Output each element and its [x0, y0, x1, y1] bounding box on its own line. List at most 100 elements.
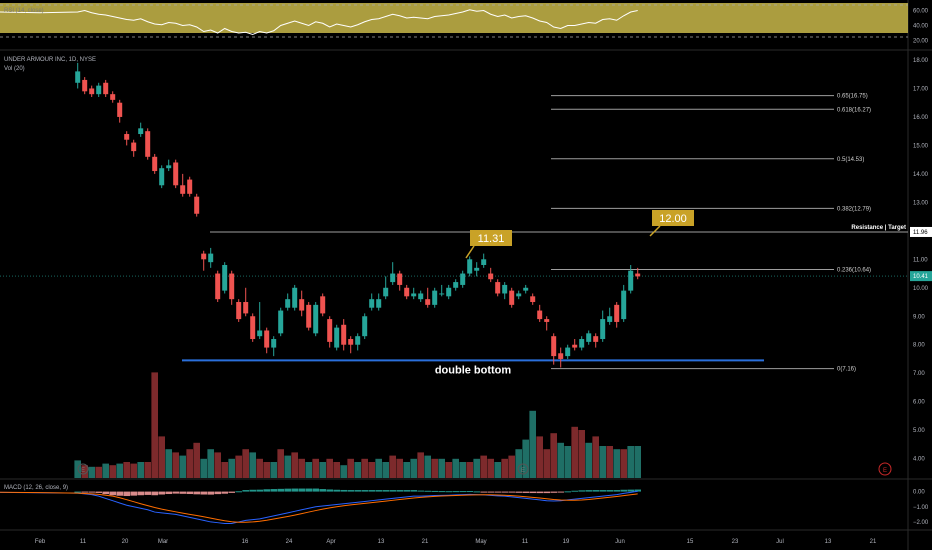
- candle-body: [383, 287, 389, 297]
- price-tick-label: 13.00: [913, 200, 929, 206]
- volume-bar: [256, 458, 263, 478]
- volume-bar: [585, 442, 592, 478]
- volume-bar: [529, 410, 536, 478]
- price-tick-label: 11.00: [913, 257, 928, 263]
- volume-bar: [179, 455, 186, 478]
- macd-hist-bar: [445, 491, 452, 493]
- time-tick-label: 16: [242, 539, 249, 545]
- macd-hist-bar: [235, 491, 242, 493]
- volume-bar: [627, 446, 634, 478]
- volume-bar: [536, 436, 543, 478]
- volume-bar: [193, 442, 200, 478]
- volume-bar: [326, 458, 333, 478]
- candle-body: [600, 319, 606, 340]
- volume-bar: [242, 449, 249, 478]
- candle-body: [362, 316, 368, 337]
- volume-bar: [354, 462, 361, 478]
- macd-hist-bar: [333, 489, 340, 492]
- time-tick-label: May: [475, 539, 486, 545]
- macd-pane: MACD (12, 26, close, 9) 0.00 −1.00 −2.00: [0, 485, 929, 526]
- macd-tick-label: 0.00: [913, 490, 925, 496]
- volume-bar: [207, 449, 214, 478]
- volume-bar: [606, 446, 613, 478]
- price-tick-label: 18.00: [913, 58, 929, 64]
- volume-bar: [95, 466, 102, 478]
- rsi-tick-label: 60.00: [913, 9, 929, 15]
- volume-bar: [158, 436, 165, 478]
- macd-hist-bar: [221, 491, 228, 494]
- volume-bar: [424, 455, 431, 478]
- volume-bar: [333, 462, 340, 478]
- volume-bar: [319, 462, 326, 478]
- volume-bar: [277, 449, 284, 478]
- volume-bars: [74, 372, 641, 478]
- price-badge: [910, 271, 932, 282]
- candle-body: [635, 273, 641, 277]
- candle-body: [579, 339, 585, 348]
- price-badge: [910, 226, 932, 237]
- macd-hist-bar: [529, 491, 536, 494]
- volume-bar: [515, 449, 522, 478]
- fib-label: 0.5(14.53): [837, 157, 864, 163]
- macd-hist-bar: [214, 491, 221, 495]
- volume-bar: [382, 462, 389, 478]
- volume-bar: [109, 465, 116, 478]
- macd-hist-bar: [193, 491, 200, 495]
- callout-1131[interactable]: 11.31: [465, 230, 512, 259]
- rsi-line: [0, 9, 638, 36]
- macd-hist-bar: [508, 491, 515, 493]
- macd-tick-label: −2.00: [913, 520, 929, 526]
- macd-hist-bar: [305, 488, 312, 492]
- volume-bar: [508, 455, 515, 478]
- macd-title: MACD (12, 26, close, 9): [4, 485, 68, 491]
- symbol-title: UNDER ARMOUR INC, 1D, NYSE: [4, 57, 96, 63]
- macd-hist-bar: [263, 489, 270, 492]
- candle-body: [467, 259, 473, 274]
- volume-bar: [634, 446, 641, 478]
- callout-1200[interactable]: 12.00: [649, 210, 694, 237]
- macd-hist-bar: [543, 491, 550, 494]
- candle-body: [558, 353, 564, 359]
- signal-line: [0, 491, 638, 523]
- volume-bar: [228, 458, 235, 478]
- candle-body: [516, 293, 522, 297]
- volume-bar: [431, 458, 438, 478]
- candle-body: [474, 267, 480, 271]
- time-tick-label: 21: [422, 539, 429, 545]
- earnings-icon-1[interactable]: E: [77, 463, 89, 475]
- macd-hist-bar: [452, 491, 459, 493]
- candle-body: [152, 156, 158, 172]
- volume-bar: [270, 462, 277, 478]
- volume-bar: [249, 452, 256, 478]
- volume-bar: [186, 449, 193, 478]
- earnings-icon-2[interactable]: E: [517, 463, 529, 475]
- volume-bar: [361, 458, 368, 478]
- macd-hist-bar: [431, 490, 438, 492]
- candle-body: [320, 296, 326, 314]
- candle-body: [411, 293, 417, 297]
- macd-hist-bar: [319, 489, 326, 492]
- candle-body: [460, 273, 466, 285]
- candle-body: [215, 273, 221, 300]
- macd-hist-bar: [466, 491, 473, 493]
- time-tick-label: 11: [522, 539, 529, 545]
- candle-body: [621, 290, 627, 320]
- candle-body: [264, 330, 270, 348]
- macd-hist-bar: [578, 490, 585, 492]
- candle-body: [236, 302, 242, 320]
- volume-bar: [459, 462, 466, 478]
- candle-body: [250, 316, 256, 340]
- candle-body: [110, 94, 116, 100]
- candle-body: [299, 299, 305, 311]
- macd-hist-bar: [354, 490, 361, 492]
- macd-hist-bar: [382, 490, 389, 492]
- fib-label: 0.382(12.79): [837, 206, 871, 212]
- macd-hist-bar: [102, 491, 109, 495]
- macd-hist-bar: [599, 490, 606, 492]
- candle-body: [628, 270, 634, 291]
- volume-bar: [487, 458, 494, 478]
- fib-label: 0.65(16.75): [837, 94, 868, 100]
- earnings-icon-3[interactable]: E: [878, 462, 892, 476]
- candle-body: [82, 79, 88, 92]
